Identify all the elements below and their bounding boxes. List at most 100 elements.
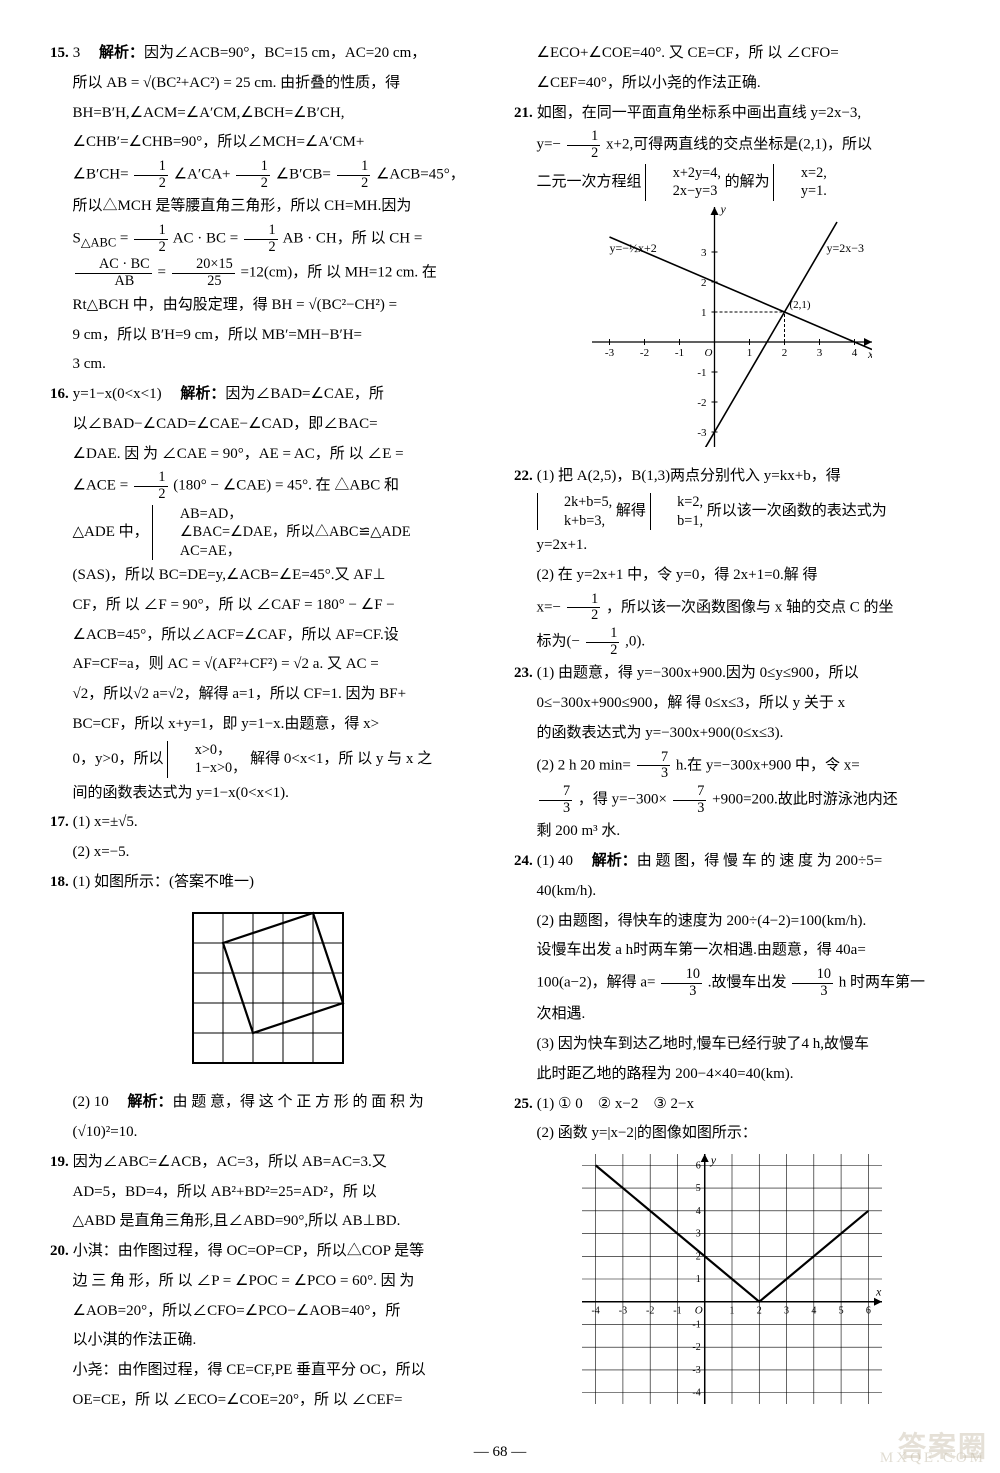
- q18: 18.(1) 如图所示：(答案不唯一): [50, 869, 486, 897]
- svg-text:y=−½x+2: y=−½x+2: [610, 241, 657, 255]
- q18-l2a: (2) 10: [73, 1094, 109, 1110]
- q15-l5c: ∠B′CB=: [276, 167, 331, 183]
- frac-73-2: 73: [539, 784, 573, 816]
- q16-l4a: ∠ACE =: [73, 478, 132, 494]
- q21-num: 21.: [514, 105, 533, 121]
- q21-cases1: x+2y=4, 2x−y=3: [645, 164, 721, 201]
- q20-l4: 以小淇的作法正确.: [73, 1332, 197, 1348]
- svg-text:2: 2: [757, 1306, 762, 1317]
- q21-l3c: 的解为: [725, 174, 770, 190]
- q16-num: 16.: [50, 386, 69, 402]
- q15-l1: 因为∠ACB=90°，BC=15 cm，AC=20 cm，: [144, 45, 426, 61]
- q23-l4a: (2) 2 h 20 min=: [537, 757, 631, 773]
- q18-l3: (√10)²=10.: [73, 1124, 138, 1140]
- watermark-sub: MXQE.COM: [880, 1450, 986, 1467]
- q24-l5c: h 时两车第一: [839, 975, 925, 991]
- q16-l3: ∠DAE. 因 为 ∠CAE = 90°，AE = AC，所 以 ∠E =: [73, 446, 404, 462]
- svg-text:-2: -2: [697, 397, 706, 409]
- svg-text:2: 2: [782, 347, 788, 359]
- svg-text:y: y: [720, 207, 727, 216]
- q22-l2d: 所以该一次函数的表达式为: [707, 503, 887, 519]
- q16-cases: AB=AD， ∠BAC=∠DAE，所以△ABC≌△ADE AC=AE，: [152, 505, 410, 561]
- q17: 17.(1) x=±√5.: [50, 809, 486, 837]
- q16-l1: 因为∠BAD=∠CAE，所: [225, 386, 384, 402]
- q22-cases2: k=2, b=1,: [650, 493, 703, 530]
- q15-l10: 9 cm，所以 B′H=9 cm，所以 MB′=MH−B′H=: [73, 327, 363, 343]
- left-column: 15.3 解析：因为∠ACB=90°，BC=15 cm，AC=20 cm， 所以…: [50, 40, 486, 1420]
- q16-l7: CF，所 以 ∠F = 90°，所 以 ∠CAF = 180° − ∠F −: [73, 597, 395, 613]
- q15-l5d: ∠ACB=45°，: [376, 167, 465, 183]
- svg-text:O: O: [695, 1305, 703, 1317]
- q22-l5a: x=−: [537, 599, 561, 615]
- q17-l1: (1) x=±√5.: [73, 814, 138, 830]
- page-number: — 68 —: [0, 1444, 1000, 1461]
- frac-q15b: 20×1525: [172, 257, 235, 289]
- svg-text:-3: -3: [697, 427, 707, 439]
- q16: 16.y=1−x(0<x<1) 解析：因为∠BAD=∠CAE，所: [50, 381, 486, 409]
- q23-l4b: h.在 y=−300x+900 中，令 x=: [676, 757, 860, 773]
- svg-text:-2: -2: [640, 347, 649, 359]
- q23-l1: (1) 由题意，得 y=−300x+900.因为 0≤y≤900，所以: [537, 665, 859, 681]
- svg-text:-2: -2: [692, 1342, 700, 1353]
- q19-l3: △ABD 是直角三角形,且∠ABD=90°,所以 AB⊥BD.: [73, 1213, 401, 1229]
- svg-text:O: O: [705, 347, 713, 359]
- svg-text:(2,1): (2,1): [790, 299, 811, 311]
- frac-half-r2: 12: [567, 592, 601, 624]
- q24-num: 24.: [514, 853, 533, 869]
- q16-l9: AF=CF=a，则 AC = √(AF²+CF²) = √2 a. 又 AC =: [73, 656, 379, 672]
- q24-l5a: 100(a−2)，解得 a=: [537, 975, 656, 991]
- q23-l5b: +900=200.故此时游泳池内还: [712, 792, 898, 808]
- q23: 23.(1) 由题意，得 y=−300x+900.因为 0≤y≤900，所以: [514, 660, 950, 688]
- q19-num: 19.: [50, 1154, 69, 1170]
- q16-cases2: x>0， 1−x>0，: [167, 741, 246, 778]
- q18-l1: (1) 如图所示：(答案不唯一): [73, 874, 254, 890]
- q22-l3: y=2x+1.: [537, 537, 588, 553]
- right-column: ∠ECO+∠COE=40°. 又 CE=CF，所 以 ∠CFO= ∠CEF=40…: [514, 40, 950, 1420]
- q21-l1: 如图，在同一平面直角坐标系中画出直线 y=2x−3,: [537, 105, 861, 121]
- q16-l10: √2，所以√2 a=√2，解得 a=1，所以 CF=1. 因为 BF+: [73, 686, 407, 702]
- q17-num: 17.: [50, 814, 69, 830]
- q16-l11: BC=CF，所以 x+y=1，即 y=1−x.由题意，得 x>: [73, 716, 380, 732]
- q20-l1: 小淇：由作图过程，得 OC=OP=CP，所以△COP 是等: [73, 1243, 424, 1259]
- svg-text:1: 1: [747, 347, 753, 359]
- q21-l2a: y=−: [537, 137, 561, 153]
- svg-text:3: 3: [701, 247, 707, 259]
- fig18: [50, 903, 486, 1084]
- svg-text:x: x: [875, 1285, 882, 1299]
- q16-l5a: △ADE 中，: [73, 524, 149, 540]
- svg-text:-3: -3: [619, 1306, 627, 1317]
- frac-half-6: 12: [134, 470, 168, 502]
- q16-ans: y=1−x(0<x<1): [73, 386, 162, 402]
- q24-l2: 40(km/h).: [537, 883, 597, 899]
- svg-text:-1: -1: [675, 347, 684, 359]
- q22-l6b: ,0).: [625, 634, 645, 650]
- svg-text:-4: -4: [692, 1388, 700, 1399]
- q24-sol-label: 解析：: [592, 853, 637, 869]
- svg-text:1: 1: [730, 1306, 735, 1317]
- q16-l8: ∠ACB=45°，所以∠ACF=∠CAF，所以 AF=CF.设: [73, 627, 399, 643]
- q20-l5: 小尧：由作图过程，得 CE=CF,PE 垂直平分 OC，所以: [73, 1362, 426, 1378]
- q16-l12a: 0，y>0，所以: [73, 751, 164, 767]
- q21-cases2: x=2, y=1.: [773, 164, 826, 201]
- q15-l8c: =: [157, 265, 165, 281]
- fig25: -4-3-2-1123456-4-3-2-1123456Oxy: [514, 1154, 950, 1415]
- q23-num: 23.: [514, 665, 533, 681]
- q25-l2: (2) 函数 y=|x−2|的图像如图所示：: [537, 1125, 757, 1141]
- q15-sol-label: 解析：: [99, 45, 144, 61]
- q16-l12c: 解得 0<x<1，所 以 y 与 x 之: [250, 751, 432, 767]
- svg-text:-4: -4: [591, 1306, 599, 1317]
- svg-text:-3: -3: [692, 1365, 700, 1376]
- q24-l1b: 由 题 图，得 慢 车 的 速 度 为 200÷5=: [637, 853, 882, 869]
- q25: 25.(1) ① 0 ② x−2 ③ 2−x: [514, 1091, 950, 1119]
- q15-l7d: AC · BC =: [173, 231, 242, 247]
- svg-text:6: 6: [866, 1306, 871, 1317]
- q19-l2: AD=5，BD=4，所以 AB²+BD²=25=AD²，所 以: [73, 1184, 377, 1200]
- q24-l4: 设慢车出发 a h时两车第一次相遇.由题意，得 40a=: [537, 942, 866, 958]
- svg-text:-1: -1: [697, 367, 706, 379]
- svg-text:6: 6: [696, 1160, 701, 1171]
- frac-103-2: 103: [792, 967, 833, 999]
- q15-l5a: ∠B′CH=: [73, 167, 129, 183]
- frac-half-5: 12: [244, 223, 278, 255]
- q16-l4b: (180° − ∠CAE) = 45°. 在 △ABC 和: [173, 478, 399, 494]
- q22-num: 22.: [514, 468, 533, 484]
